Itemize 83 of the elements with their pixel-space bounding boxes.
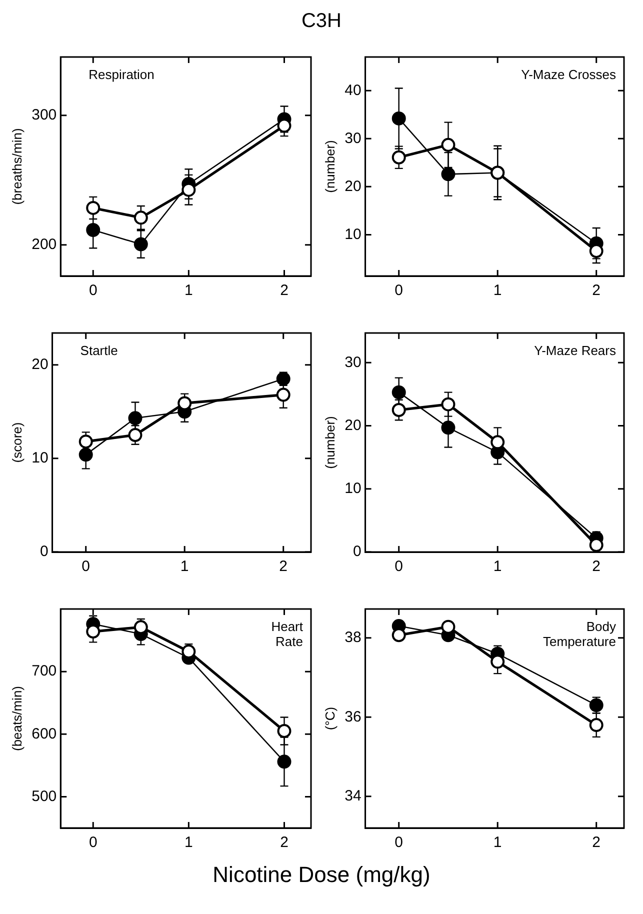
y-tick-label: 30 (344, 130, 362, 147)
y-tick-label: 10 (32, 450, 48, 467)
point (277, 754, 292, 769)
text: Y-Maze Crosses (521, 67, 616, 82)
point (589, 718, 604, 732)
y-axis-title: (°C) (322, 706, 338, 730)
x-tick-label: 2 (280, 834, 288, 852)
y-tick-label: 600 (32, 725, 57, 742)
point (182, 182, 196, 197)
x-tick-label: 2 (592, 558, 601, 576)
point (441, 397, 456, 412)
y-tick-label: 40 (344, 82, 362, 99)
point (392, 385, 406, 400)
x-tick-label: 2 (280, 282, 288, 300)
x-tick-label: 0 (88, 834, 98, 852)
y-tick-label: 300 (32, 106, 57, 124)
x-tick-label: 1 (184, 282, 193, 300)
x-tick-label: 2 (592, 834, 601, 852)
point (86, 200, 100, 215)
y-tick-label: 10 (344, 480, 362, 498)
point (134, 620, 148, 634)
x-tick-label: 1 (184, 834, 193, 852)
point (441, 138, 456, 152)
text: Startle (80, 343, 118, 358)
y-axis-title: (number) (322, 416, 338, 469)
point (128, 411, 142, 426)
x-tick-label: 1 (493, 834, 502, 852)
point (589, 244, 604, 258)
point (589, 698, 604, 712)
y-tick-label: 500 (32, 788, 57, 805)
x-tick-label: 1 (180, 558, 189, 576)
point (277, 118, 292, 133)
y-tick-label: 36 (344, 708, 362, 726)
point (441, 167, 456, 182)
y-axis-title: (breaths/min) (9, 128, 24, 205)
text: Body Temperature (543, 619, 616, 650)
x-axis-title: Nicotine Dose (mg/kg) (212, 862, 432, 888)
y-tick-label: 30 (344, 354, 362, 371)
x-tick-label: 2 (592, 282, 601, 300)
y-tick-label: 200 (32, 236, 57, 254)
y-tick-label: 20 (344, 178, 362, 195)
x-tick-label: 1 (493, 558, 502, 576)
point (392, 628, 406, 642)
x-tick-label: 0 (394, 282, 404, 300)
point (128, 428, 142, 442)
text: C3H (300, 10, 342, 33)
y-tick-label: 38 (344, 629, 362, 646)
point (277, 724, 292, 738)
x-tick-label: 1 (493, 282, 502, 300)
point (392, 150, 406, 164)
point (134, 237, 148, 252)
point (134, 210, 148, 225)
y-axis-title: (number) (322, 140, 338, 193)
x-tick-label: 0 (82, 558, 90, 576)
x-tick-label: 0 (394, 834, 404, 852)
point (441, 420, 456, 435)
point (86, 624, 100, 639)
point (392, 402, 406, 417)
y-tick-label: 10 (344, 226, 362, 243)
y-axis-title: (beats/min) (9, 686, 24, 752)
point (86, 222, 100, 237)
point (276, 388, 290, 402)
x-tick-label: 0 (394, 558, 404, 576)
text: Y-Maze Rears (534, 343, 616, 358)
y-tick-label: 20 (32, 356, 48, 373)
point (441, 620, 456, 634)
x-tick-label: 0 (88, 282, 98, 300)
point (490, 435, 505, 450)
x-tick-label: 2 (279, 558, 288, 576)
y-tick-label: 0 (40, 543, 48, 560)
y-tick-label: 700 (32, 662, 57, 680)
point (78, 448, 93, 462)
text: Heart Rate (271, 619, 304, 650)
y-tick-label: 34 (344, 787, 362, 804)
text: Respiration (88, 67, 154, 82)
point (78, 434, 93, 449)
y-axis-title: (score) (9, 422, 24, 463)
point (276, 372, 290, 386)
point (490, 654, 505, 669)
point (178, 396, 192, 410)
y-tick-label: 20 (344, 416, 362, 434)
y-tick-label: 0 (352, 543, 362, 560)
point (392, 111, 406, 126)
